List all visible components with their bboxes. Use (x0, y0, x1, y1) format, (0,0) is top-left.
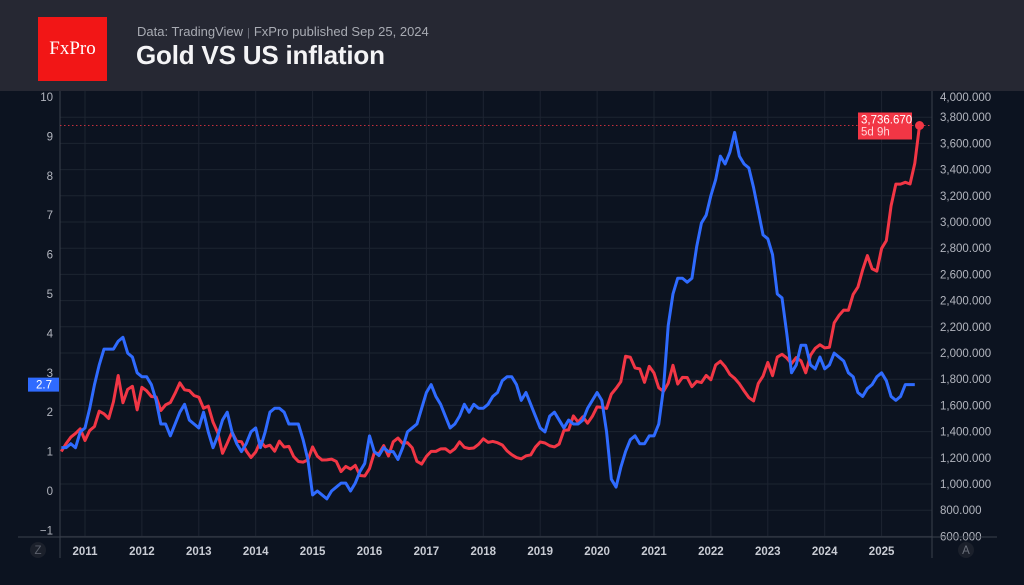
right-axis-tick: 1,800.000 (940, 374, 991, 386)
x-axis-tick: 2023 (755, 546, 781, 558)
right-axis-tick: 2,200.000 (940, 322, 991, 334)
left-axis-tick: 1 (47, 447, 53, 459)
right-axis-tick: 3,400.000 (940, 165, 991, 177)
right-axis-button[interactable] (958, 542, 974, 558)
x-axis-tick: 2021 (641, 546, 667, 558)
left-axis-tick: 6 (47, 250, 53, 262)
left-axis-tick: 2 (47, 407, 53, 419)
right-axis-tick: 3,600.000 (940, 138, 991, 150)
x-axis-tick: 2022 (698, 546, 724, 558)
left-axis-button-label: Z (34, 545, 41, 557)
gridlines (60, 91, 932, 537)
x-axis-tick: 2018 (471, 546, 497, 558)
separator: | (247, 27, 250, 39)
left-axis-button[interactable] (30, 542, 46, 558)
left-axis-tick: −1 (40, 525, 53, 537)
x-axis-tick: 2016 (357, 546, 383, 558)
series (60, 120, 932, 501)
x-axis-tick: 2015 (300, 546, 326, 558)
x-axis-tick: 2024 (812, 546, 838, 558)
left-axis-tick: 5 (47, 289, 53, 301)
inflation-last-value-badge (28, 377, 59, 392)
x-axis-tick: 2019 (527, 546, 553, 558)
gold-series-line[interactable] (60, 125, 922, 478)
x-axis-tick: 2020 (584, 546, 610, 558)
right-axis-tick: 1,000.000 (940, 479, 991, 491)
right-axis-tick: 1,600.000 (940, 400, 991, 412)
published-date: FxPro published Sep 25, 2024 (253, 24, 429, 39)
right-axis-tick: 2,400.000 (940, 296, 991, 308)
left-axis-tick: 3 (47, 368, 53, 380)
chart[interactable]: 600.000800.0001,000.0001,200.0001,400.00… (0, 91, 1024, 585)
inflation-series-line[interactable] (61, 130, 915, 501)
right-axis-tick: 2,800.000 (940, 243, 991, 255)
fxpro-logo: FxPro (38, 17, 107, 81)
gold-last-point[interactable] (915, 120, 925, 130)
inflation-last-value: 2.7 (36, 380, 52, 392)
left-axis-tick: 10 (40, 92, 53, 104)
right-axis-tick: 2,000.000 (940, 348, 991, 360)
x-axis-tick: 2014 (243, 546, 269, 558)
x-axis-tick: 2017 (414, 546, 440, 558)
subtitle: Data: TradingView | FxPro published Sep 25… (137, 24, 429, 39)
right-axis-tick: 3,200.000 (940, 191, 991, 203)
x-axis-tick: 2025 (869, 546, 895, 558)
right-axis-tick: 4,000.000 (940, 92, 991, 104)
right-axis-tick: 1,400.000 (940, 427, 991, 439)
chart-title: Gold VS US inflation (136, 40, 385, 70)
x-axis-tick: 2011 (73, 546, 99, 558)
right-axis-tick: 3,800.000 (940, 112, 991, 124)
left-axis-tick: 8 (47, 171, 53, 183)
right-axis-tick: 2,600.000 (940, 269, 991, 281)
header: FxPro Data: TradingView | FxPro published … (0, 0, 1024, 91)
right-axis-tick: 800.000 (940, 505, 982, 517)
left-axis-tick: 4 (47, 328, 54, 340)
x-axis-tick: 2012 (129, 546, 155, 558)
axes: 600.000800.0001,000.0001,200.0001,400.00… (18, 91, 997, 558)
right-axis-button-label: A (962, 545, 970, 557)
x-axis-tick: 2013 (186, 546, 212, 558)
right-axis-tick: 1,200.000 (940, 453, 991, 465)
left-axis-tick: 9 (47, 131, 53, 143)
gold-bar-countdown: 5d 9h (861, 126, 890, 138)
right-axis-tick: 3,000.000 (940, 217, 991, 229)
gold-last-value: 3,736.670 (861, 114, 912, 126)
left-axis-tick: 0 (47, 486, 53, 498)
left-axis-tick: 7 (47, 210, 53, 222)
data-source: Data: TradingView (137, 24, 243, 39)
gold-last-value-badge (858, 112, 912, 140)
